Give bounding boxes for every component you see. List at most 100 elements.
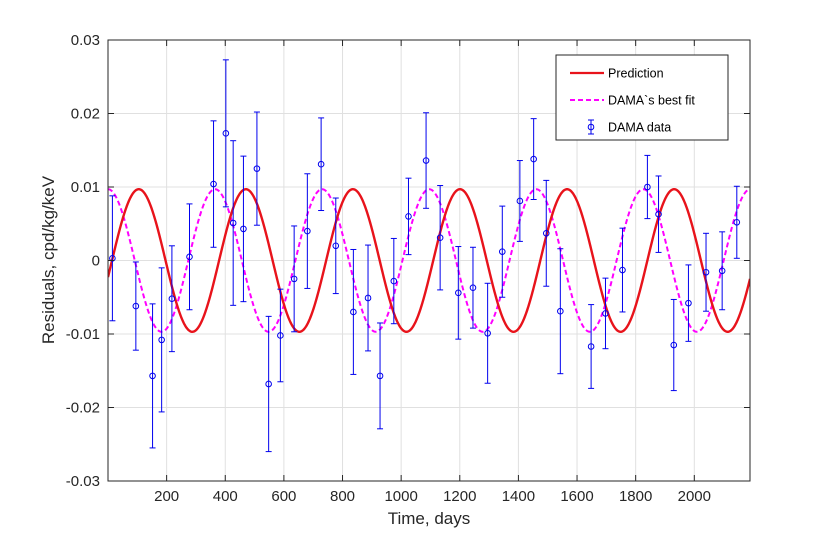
data-marker [644, 183, 651, 191]
data-marker [253, 165, 261, 172]
data-marker [436, 234, 444, 242]
data-marker [619, 266, 626, 274]
data-point [655, 175, 662, 253]
data-point [132, 261, 140, 351]
data-marker [733, 218, 741, 226]
data-point [350, 248, 357, 375]
data-marker [484, 329, 491, 337]
data-point [222, 59, 230, 208]
data-point [229, 140, 237, 306]
data-marker [109, 254, 116, 262]
data-marker [277, 332, 284, 339]
data-point [422, 112, 430, 209]
x-tick-label: 800 [330, 488, 355, 505]
data-marker [364, 294, 372, 302]
data-point [265, 315, 272, 453]
data-point [685, 264, 692, 342]
data-point [602, 277, 609, 350]
data-point [718, 231, 726, 311]
series-prediction-line [108, 188, 750, 333]
x-tick-label: 1800 [619, 488, 652, 505]
x-tick-label: 1000 [384, 488, 417, 505]
data-point [168, 245, 176, 353]
data-point [158, 267, 165, 413]
data-marker [376, 372, 384, 380]
data-point [733, 185, 741, 259]
data-point [702, 232, 710, 312]
data-marker [168, 295, 176, 303]
data-point [530, 118, 537, 200]
curves [108, 188, 750, 333]
y-tick-label: 0.02 [71, 106, 100, 123]
x-tick-label: 200 [154, 488, 179, 505]
legend-label-prediction: Prediction [608, 67, 664, 81]
data-marker [317, 160, 325, 168]
y-tick-label: -0.03 [66, 473, 100, 490]
data-point [469, 246, 477, 329]
data-marker [222, 130, 230, 137]
y-tick-label: -0.02 [66, 400, 100, 417]
data-point [376, 322, 384, 430]
legend-label-data: DAMA data [608, 121, 671, 135]
data-marker [240, 225, 247, 233]
data-point [516, 160, 524, 242]
data-marker [265, 380, 272, 388]
data-marker [685, 299, 692, 307]
x-tick-label: 1600 [560, 488, 593, 505]
data-point [455, 246, 462, 340]
y-tick-label: 0.03 [71, 32, 100, 49]
data-point [240, 155, 247, 303]
data-point [644, 154, 651, 220]
data-marker [405, 213, 412, 220]
data-point [670, 298, 678, 392]
data-marker [702, 268, 710, 276]
data-point [484, 282, 491, 384]
data-marker [587, 343, 595, 350]
ticks: 200 400 600 800 1000 1200 1400 1600 1800 2000 -0.0… [66, 32, 750, 505]
data-marker [455, 289, 462, 297]
series-best-fit-line [108, 188, 750, 333]
x-axis-label: Time, days [388, 509, 471, 528]
data-marker [390, 277, 398, 285]
data-point [332, 197, 340, 295]
data-marker [186, 253, 193, 261]
data-marker [469, 284, 477, 291]
data-point [498, 205, 506, 298]
data-point [405, 177, 412, 256]
data-marker [210, 180, 217, 188]
data-point [619, 227, 626, 313]
x-tick-label: 2000 [678, 488, 711, 505]
legend: Prediction DAMA`s best fit DAMA data [555, 54, 729, 141]
data-point [290, 225, 298, 333]
data-marker [290, 275, 298, 283]
y-axis-label: Residuals, cpd/kg/keV [39, 175, 58, 344]
plot-clip [108, 59, 750, 453]
errorbars [109, 59, 741, 453]
data-point [186, 203, 193, 311]
data-marker [149, 372, 156, 380]
data-point [557, 248, 564, 375]
data-marker [158, 336, 165, 344]
data-marker [132, 302, 140, 310]
legend-box [555, 54, 729, 141]
data-marker [332, 242, 340, 250]
data-point [542, 179, 550, 287]
legend-swatch-data-marker [587, 123, 595, 131]
data-marker [542, 230, 550, 237]
data-marker [229, 219, 237, 227]
x-tick-label: 600 [271, 488, 296, 505]
data-point [304, 173, 311, 289]
data-marker [718, 267, 726, 275]
x-tick-label: 400 [213, 488, 238, 505]
data-marker [304, 227, 311, 235]
data-point [587, 304, 595, 389]
data-marker [670, 341, 678, 349]
data-point [317, 117, 325, 212]
data-point [436, 185, 444, 291]
data-marker [655, 210, 662, 218]
data-marker [422, 157, 430, 164]
x-tick-label: 1200 [443, 488, 476, 505]
data-point [109, 195, 116, 322]
y-tick-label: -0.01 [66, 326, 100, 343]
